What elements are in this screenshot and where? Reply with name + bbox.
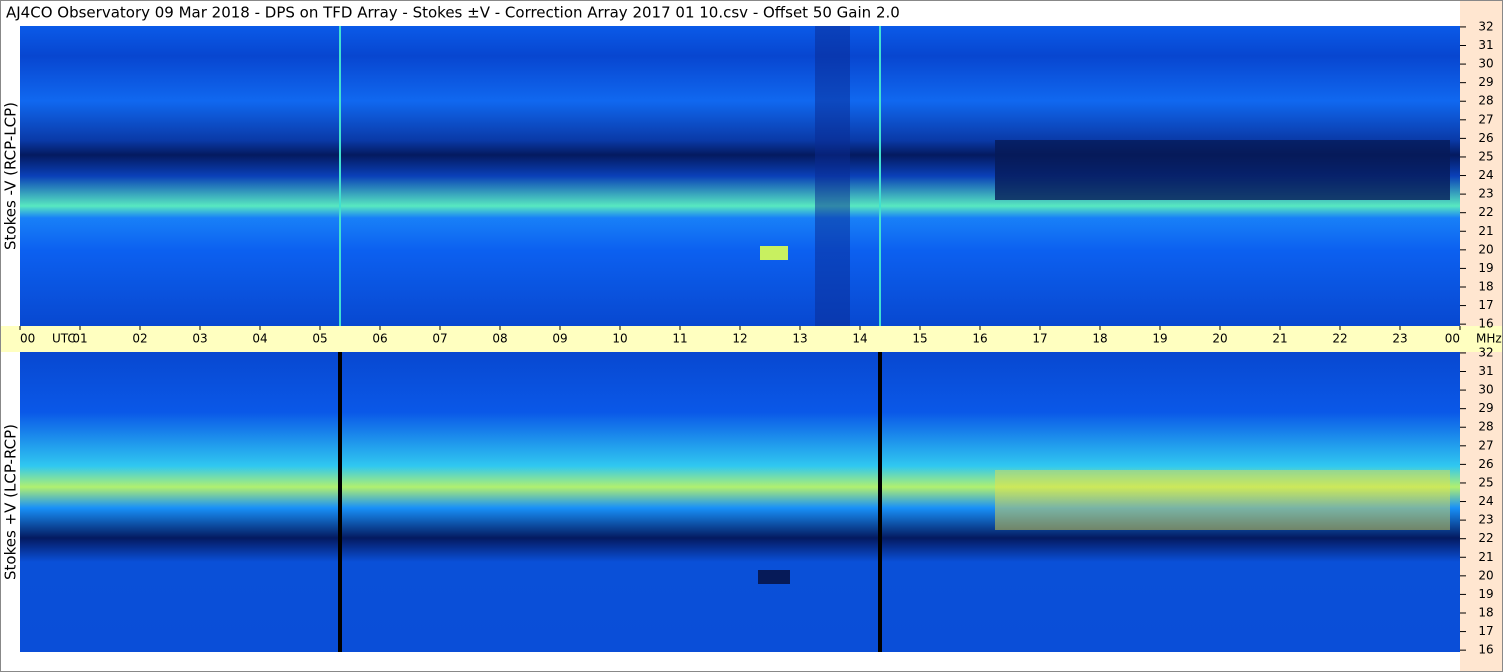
- y-tick-label: 31: [1478, 38, 1493, 52]
- y-tick-label: 27: [1478, 112, 1493, 126]
- y-axis-label: Stokes -V (RCP-LCP): [2, 102, 20, 250]
- x-tick-label: 00: [20, 332, 35, 346]
- burst: [758, 570, 790, 584]
- x-tick-label: 05: [312, 332, 327, 346]
- time-axis-band: [1460, 326, 1503, 352]
- time-axis-band: [0, 326, 1503, 352]
- x-tick-label: 03: [192, 332, 207, 346]
- x-tick-label: 20: [1212, 332, 1227, 346]
- y-tick-label: 29: [1478, 401, 1493, 415]
- y-tick-label: 29: [1478, 75, 1493, 89]
- y-tick-label: 17: [1478, 624, 1493, 638]
- y-tick-label: 22: [1478, 531, 1493, 545]
- y-tick-label: 28: [1478, 94, 1493, 108]
- y-tick-label: 19: [1478, 261, 1493, 275]
- x-unit: UTC: [52, 332, 76, 346]
- y-tick-label: 24: [1478, 494, 1493, 508]
- x-tick-label: 09: [552, 332, 567, 346]
- x-tick-label: 17: [1032, 332, 1047, 346]
- x-tick-label: 01: [72, 332, 87, 346]
- y-tick-label: 32: [1478, 19, 1493, 33]
- x-tick-label: 07: [432, 332, 447, 346]
- y-tick-label: 31: [1478, 364, 1493, 378]
- x-tick-label: 13: [792, 332, 807, 346]
- x-tick-label: 12: [732, 332, 747, 346]
- dark-region: [995, 140, 1450, 200]
- x-tick-label: 19: [1152, 332, 1167, 346]
- x-tick-label: 11: [672, 332, 687, 346]
- y-tick-label: 23: [1478, 187, 1493, 201]
- y-tick-label: 17: [1478, 298, 1493, 312]
- y-tick-label: 28: [1478, 420, 1493, 434]
- y-tick-label: 21: [1478, 550, 1493, 564]
- y-tick-label: 30: [1478, 57, 1493, 71]
- x-tick-label: 15: [912, 332, 927, 346]
- y-tick-label: 26: [1478, 457, 1493, 471]
- y-axis-label: Stokes +V (LCP-RCP): [2, 424, 20, 580]
- y-tick-label: 25: [1478, 149, 1493, 163]
- x-tick-label: 21: [1272, 332, 1287, 346]
- y-tick-label: 27: [1478, 438, 1493, 452]
- y-tick-label: 19: [1478, 587, 1493, 601]
- y-tick-label: 20: [1478, 242, 1493, 256]
- chart-title: AJ4CO Observatory 09 Mar 2018 - DPS on T…: [6, 4, 900, 22]
- x-tick-label: 23: [1392, 332, 1407, 346]
- y-tick-label: 21: [1478, 224, 1493, 238]
- y-tick-label: 18: [1478, 605, 1493, 619]
- x-tick-label: 06: [372, 332, 387, 346]
- y-tick-label: 23: [1478, 513, 1493, 527]
- x-tick-label: 08: [492, 332, 507, 346]
- x-tick-label: 02: [132, 332, 147, 346]
- y-tick-label: 22: [1478, 205, 1493, 219]
- x-tick-label: 14: [852, 332, 867, 346]
- bright-region: [995, 470, 1450, 530]
- y-tick-label: 26: [1478, 131, 1493, 145]
- y-tick-label: 24: [1478, 168, 1493, 182]
- x-tick-label: 04: [252, 332, 267, 346]
- y-tick-label: 16: [1478, 643, 1493, 657]
- x-tick-label: 22: [1332, 332, 1347, 346]
- x-tick-label: 16: [972, 332, 987, 346]
- y-tick-label: 16: [1478, 317, 1493, 331]
- x-tick-label: 18: [1092, 332, 1107, 346]
- x-tick-label: 10: [612, 332, 627, 346]
- y-tick-label: 30: [1478, 383, 1493, 397]
- y-unit: MHz: [1476, 332, 1502, 346]
- spectrogram-bottom: [20, 352, 1460, 652]
- y-tick-label: 32: [1478, 345, 1493, 359]
- dark-region: [815, 26, 850, 326]
- y-tick-label: 20: [1478, 568, 1493, 582]
- y-tick-label: 18: [1478, 279, 1493, 293]
- x-tick-label: 00: [1445, 332, 1460, 346]
- y-tick-label: 25: [1478, 475, 1493, 489]
- burst: [760, 246, 788, 260]
